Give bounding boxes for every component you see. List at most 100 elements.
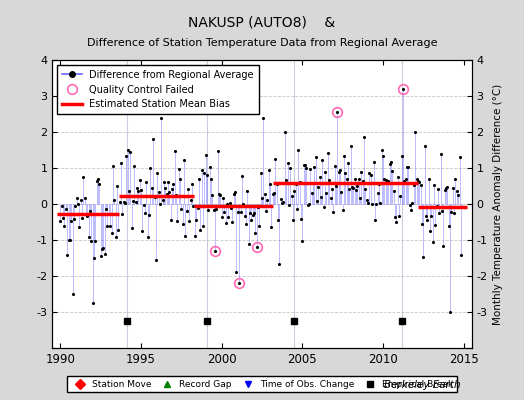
- Point: [368, 201, 376, 207]
- Point: [282, 177, 290, 184]
- Point: [408, 200, 417, 206]
- Point: [121, 200, 129, 206]
- Point: [239, 201, 247, 207]
- Point: [287, 193, 296, 199]
- Point: [449, 185, 457, 191]
- Point: [431, 222, 440, 228]
- Point: [196, 227, 204, 233]
- Point: [309, 180, 317, 186]
- Point: [262, 208, 270, 214]
- Point: [149, 136, 157, 142]
- Point: [286, 164, 294, 171]
- Point: [450, 210, 458, 216]
- Point: [394, 174, 402, 180]
- Point: [251, 230, 259, 237]
- Point: [370, 217, 379, 223]
- Point: [212, 206, 221, 212]
- Point: [119, 199, 128, 205]
- Point: [115, 199, 124, 206]
- Point: [296, 179, 304, 185]
- Point: [351, 176, 359, 182]
- Point: [399, 86, 407, 92]
- Point: [438, 208, 446, 214]
- Point: [340, 152, 348, 159]
- Point: [410, 182, 418, 188]
- Point: [75, 224, 83, 230]
- Point: [63, 252, 71, 258]
- Point: [326, 194, 335, 201]
- Point: [112, 234, 120, 241]
- Point: [315, 174, 324, 180]
- Point: [224, 214, 233, 220]
- Point: [193, 205, 202, 212]
- Point: [310, 164, 319, 170]
- Point: [223, 200, 231, 207]
- Point: [334, 169, 343, 175]
- Point: [352, 187, 360, 194]
- Point: [180, 157, 188, 163]
- Point: [271, 156, 280, 162]
- Point: [442, 185, 450, 192]
- Point: [265, 166, 273, 173]
- Point: [451, 176, 460, 182]
- Point: [70, 216, 78, 222]
- Point: [303, 202, 312, 208]
- Point: [256, 170, 265, 176]
- Point: [129, 197, 137, 204]
- Point: [403, 164, 411, 170]
- Point: [144, 234, 152, 240]
- Point: [344, 159, 352, 166]
- Point: [314, 184, 323, 190]
- Point: [429, 239, 437, 246]
- Point: [150, 194, 159, 200]
- Point: [302, 165, 311, 171]
- Point: [270, 190, 278, 196]
- Point: [72, 195, 81, 201]
- Point: [188, 181, 196, 188]
- Point: [68, 291, 77, 297]
- Point: [329, 209, 337, 216]
- Point: [247, 217, 255, 224]
- Point: [211, 248, 219, 254]
- Point: [191, 233, 199, 239]
- Point: [343, 176, 351, 182]
- Point: [283, 160, 292, 166]
- Point: [127, 225, 136, 231]
- Point: [205, 164, 214, 170]
- Point: [235, 280, 243, 286]
- Point: [456, 252, 465, 258]
- Point: [345, 186, 354, 192]
- Point: [313, 198, 321, 204]
- Point: [134, 188, 143, 194]
- Point: [388, 168, 397, 174]
- Point: [216, 192, 225, 199]
- Point: [454, 192, 462, 198]
- Point: [117, 160, 125, 166]
- Point: [384, 178, 392, 184]
- Point: [305, 201, 313, 208]
- Point: [130, 163, 138, 169]
- Point: [185, 218, 194, 224]
- Point: [348, 184, 356, 190]
- Point: [412, 176, 421, 182]
- Point: [227, 205, 235, 212]
- Point: [406, 202, 414, 208]
- Point: [139, 202, 148, 208]
- Point: [204, 207, 212, 214]
- Point: [376, 200, 385, 206]
- Point: [441, 186, 449, 193]
- Point: [328, 186, 336, 193]
- Legend: Station Move, Record Gap, Time of Obs. Change, Empirical Break: Station Move, Record Gap, Time of Obs. C…: [67, 376, 457, 392]
- Point: [318, 157, 326, 163]
- Point: [374, 190, 382, 196]
- Point: [255, 222, 264, 229]
- Point: [324, 150, 332, 156]
- Point: [339, 206, 347, 213]
- Point: [312, 154, 320, 160]
- Point: [446, 309, 454, 315]
- Point: [156, 201, 164, 208]
- Point: [365, 169, 374, 176]
- Point: [59, 214, 68, 221]
- Point: [106, 222, 114, 229]
- Point: [333, 109, 342, 115]
